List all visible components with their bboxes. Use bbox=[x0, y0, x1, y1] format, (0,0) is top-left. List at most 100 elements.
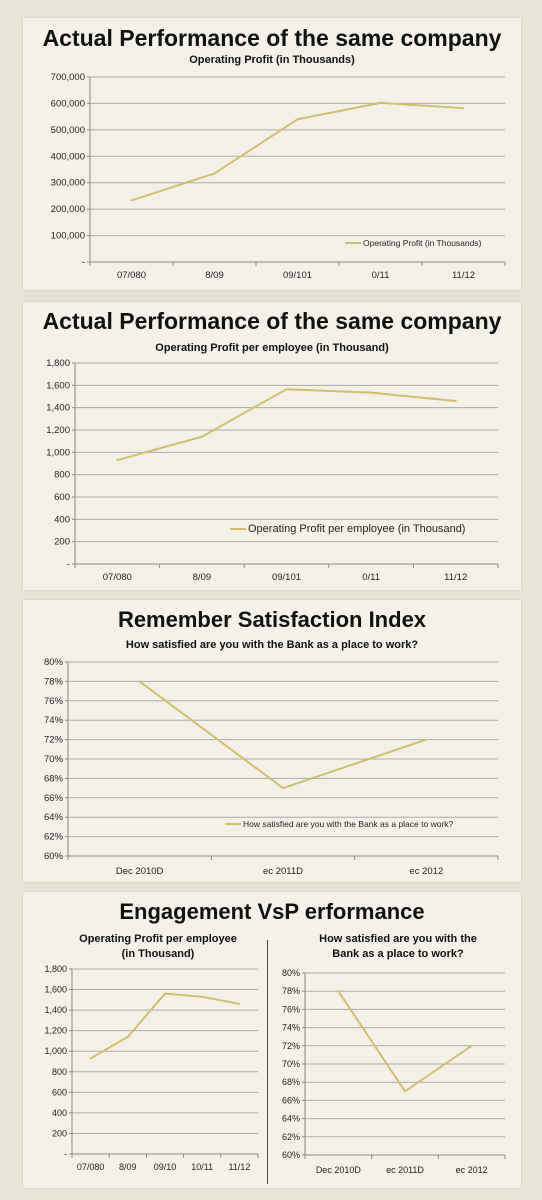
y-tick-label: 700,000 bbox=[51, 72, 85, 83]
y-tick-label: 600 bbox=[52, 1087, 67, 1097]
data-point bbox=[425, 738, 428, 741]
data-point bbox=[138, 680, 141, 683]
y-tick-label: 62% bbox=[282, 1132, 300, 1142]
chart-5-title-line-2: Bank as a place to work? bbox=[332, 948, 464, 960]
y-tick-label: 1,200 bbox=[44, 1026, 67, 1036]
y-tick-label: 400 bbox=[54, 514, 70, 525]
y-tick-label: 74% bbox=[44, 715, 64, 726]
data-point bbox=[201, 995, 204, 998]
data-point bbox=[470, 1044, 473, 1047]
x-tick-label: Dec 2010D bbox=[116, 866, 164, 877]
y-tick-label: 76% bbox=[282, 1004, 300, 1014]
y-tick-label: 80% bbox=[282, 968, 300, 978]
panel-3: Remember Satisfaction Index How satisfie… bbox=[23, 600, 521, 882]
y-tick-label: 64% bbox=[44, 812, 64, 823]
data-point bbox=[462, 107, 465, 110]
y-tick-label: - bbox=[82, 257, 85, 268]
x-tick-label: ec 2012 bbox=[456, 1165, 488, 1175]
data-point bbox=[116, 459, 119, 462]
y-tick-label: 100,000 bbox=[51, 231, 85, 242]
y-tick-label: 66% bbox=[282, 1095, 300, 1105]
y-tick-label: 76% bbox=[44, 696, 64, 707]
data-point bbox=[126, 1035, 129, 1038]
y-tick-label: 78% bbox=[282, 986, 300, 996]
x-tick-label: 8/09 bbox=[205, 270, 224, 281]
x-tick-label: 07/080 bbox=[77, 1162, 105, 1172]
y-tick-label: 600,000 bbox=[51, 98, 85, 109]
panel-4-divider bbox=[267, 940, 268, 1184]
y-tick-label: 66% bbox=[44, 793, 64, 804]
y-tick-label: 74% bbox=[282, 1023, 300, 1033]
chart-4-title-line-2: (in Thousand) bbox=[121, 948, 195, 960]
data-point bbox=[379, 101, 382, 104]
x-tick-label: 10/11 bbox=[191, 1162, 213, 1172]
y-tick-label: - bbox=[64, 1149, 67, 1159]
y-tick-label: 1,200 bbox=[46, 425, 70, 436]
y-tick-label: 1,400 bbox=[44, 1005, 67, 1015]
chart-4-title-line-1: Operating Profit per employee bbox=[79, 933, 237, 945]
y-tick-label: 300,000 bbox=[51, 178, 85, 189]
panel-3-title: Remember Satisfaction Index bbox=[117, 607, 427, 632]
x-tick-label: ec 2011D bbox=[263, 866, 303, 877]
y-tick-label: 1,000 bbox=[46, 447, 70, 458]
legend-label: Operating Profit (in Thousands) bbox=[363, 238, 482, 248]
chart-4-title: Operating Profit per employee (in Thousa… bbox=[33, 932, 283, 962]
y-tick-label: 70% bbox=[282, 1059, 300, 1069]
y-tick-label: 200,000 bbox=[51, 204, 85, 215]
x-tick-label: ec 2012 bbox=[409, 866, 443, 877]
y-tick-label: 60% bbox=[282, 1150, 300, 1160]
y-tick-label: 1,800 bbox=[46, 358, 70, 369]
x-tick-label: 0/11 bbox=[362, 572, 380, 583]
y-tick-label: 600 bbox=[54, 492, 70, 503]
panel-1: Actual Performance of the same company O… bbox=[23, 18, 521, 290]
y-tick-label: 1,000 bbox=[44, 1046, 67, 1056]
chart-1-title: Operating Profit (in Thousands) bbox=[189, 54, 355, 66]
data-point bbox=[200, 435, 203, 438]
y-tick-label: 64% bbox=[282, 1114, 300, 1124]
x-tick-label: 09/10 bbox=[154, 1162, 177, 1172]
y-tick-label: 1,400 bbox=[46, 403, 70, 414]
y-tick-label: 78% bbox=[44, 676, 64, 687]
y-tick-label: 500,000 bbox=[51, 125, 85, 136]
y-tick-label: 72% bbox=[44, 735, 64, 746]
data-point bbox=[130, 199, 133, 202]
x-tick-label: ec 2011D bbox=[386, 1165, 424, 1175]
x-tick-label: 07/080 bbox=[103, 572, 132, 583]
y-tick-label: 70% bbox=[44, 754, 64, 765]
x-tick-label: 8/09 bbox=[193, 572, 212, 583]
y-tick-label: 800 bbox=[52, 1067, 67, 1077]
y-tick-label: 72% bbox=[282, 1041, 300, 1051]
series-line bbox=[337, 990, 473, 1093]
data-point bbox=[370, 391, 373, 394]
data-point bbox=[454, 399, 457, 402]
x-tick-label: 09/101 bbox=[283, 270, 312, 281]
data-point bbox=[164, 992, 166, 995]
y-tick-label: 800 bbox=[54, 470, 70, 481]
data-point bbox=[296, 118, 299, 121]
x-tick-label: 09/101 bbox=[272, 572, 301, 583]
x-tick-label: 07/080 bbox=[117, 270, 146, 281]
data-point bbox=[282, 787, 284, 790]
y-tick-label: 68% bbox=[44, 773, 64, 784]
panel-2-title: Actual Performance of the same company bbox=[42, 308, 502, 334]
x-tick-label: 11/12 bbox=[228, 1162, 250, 1172]
chart-2-title: Operating Profit per employee (in Thousa… bbox=[155, 342, 389, 354]
y-tick-label: 200 bbox=[54, 537, 70, 548]
x-tick-label: 0/11 bbox=[372, 270, 390, 281]
chart-5-title: How satisfied are you with the Bank as a… bbox=[283, 932, 513, 962]
chart-5-title-line-1: How satisfied are you with the bbox=[319, 933, 477, 945]
y-tick-label: 200 bbox=[52, 1128, 67, 1138]
legend-label: How satisfied are you with the Bank as a… bbox=[243, 819, 454, 829]
data-point bbox=[285, 388, 288, 391]
y-tick-label: 80% bbox=[44, 657, 64, 668]
y-tick-label: 400 bbox=[52, 1108, 67, 1118]
x-tick-label: 11/12 bbox=[452, 270, 475, 281]
legend-label: Operating Profit per employee (in Thousa… bbox=[248, 523, 465, 535]
data-point bbox=[213, 172, 216, 175]
panel-4-title: Engagement VsP erformance bbox=[119, 899, 425, 924]
